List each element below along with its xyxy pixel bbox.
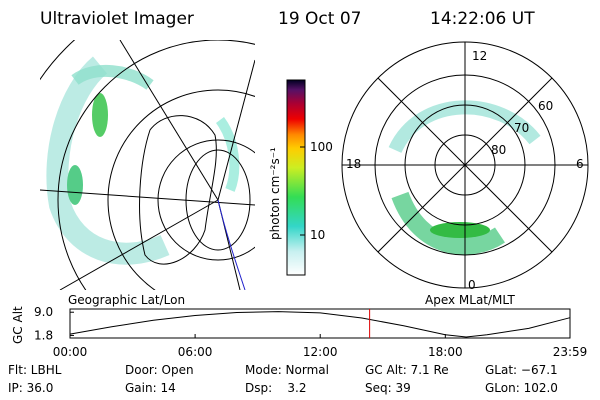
status: GLon: 102.0 — [485, 381, 558, 395]
x-tick-label: 23:59 — [553, 345, 588, 359]
status: Dsp: 3.2 — [245, 381, 307, 395]
mlat-label: 60 — [538, 99, 553, 113]
date: 19 Oct 07 — [278, 9, 361, 29]
geographic-map — [40, 40, 255, 290]
y-axis-label: GC Alt — [11, 306, 25, 344]
status: Door: Open — [125, 363, 194, 377]
x-tick-label: 12:00 — [303, 345, 338, 359]
map-label: Apex MLat/MLT — [425, 293, 515, 307]
status: Seq: 39 — [365, 381, 411, 395]
map-label: Geographic Lat/Lon — [68, 293, 185, 307]
polar-map — [341, 41, 589, 289]
mlt-label: 18 — [346, 157, 361, 171]
x-tick-label: 00:00 — [53, 345, 88, 359]
status: Mode: Normal — [245, 363, 329, 377]
y-tick-label: 9.0 — [34, 305, 53, 319]
title: Ultraviolet Imager — [40, 9, 194, 29]
y-tick-label: 1.8 — [34, 328, 53, 342]
status: GLat: −67.1 — [485, 363, 558, 377]
status: GC Alt: 7.1 Re — [365, 363, 449, 377]
x-tick-label: 06:00 — [178, 345, 213, 359]
colorbar-label: photon cm⁻²s⁻¹ — [268, 147, 282, 240]
mlt-label: 12 — [472, 49, 487, 63]
colorbar-tick-label: 10 — [310, 228, 325, 242]
status: IP: 36.0 — [8, 381, 53, 395]
status: Gain: 14 — [125, 381, 176, 395]
colorbar-tick-label: 100 — [310, 140, 333, 154]
colorbar — [286, 79, 306, 276]
time: 14:22:06 UT — [430, 9, 535, 29]
mlt-label: 6 — [576, 157, 584, 171]
mlat-label: 70 — [514, 121, 529, 135]
x-tick-label: 18:00 — [428, 345, 463, 359]
mlt-label: 0 — [468, 278, 476, 292]
mlat-label: 80 — [491, 143, 506, 157]
altitude-line — [69, 311, 571, 338]
status: Flt: LBHL — [8, 363, 62, 377]
